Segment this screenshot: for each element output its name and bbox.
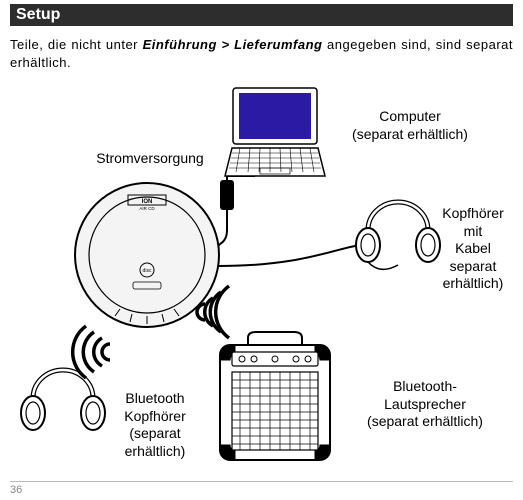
label-bh-l1: Bluetooth xyxy=(100,390,210,408)
label-computer-l2: (separat erhältlich) xyxy=(330,126,490,144)
cd-player: ION AIR CD disc xyxy=(75,183,219,327)
svg-text:ION: ION xyxy=(142,199,153,205)
power-adapter xyxy=(220,180,234,210)
footer-rule xyxy=(10,481,513,482)
label-wh-l1: Kopfhörer xyxy=(428,205,518,223)
label-power: Stromversorgung xyxy=(70,150,230,168)
label-wh-l4: separat xyxy=(428,258,518,276)
bluetooth-speaker xyxy=(220,332,330,460)
label-wh-l2: mit xyxy=(428,223,518,241)
page-number: 36 xyxy=(10,484,22,496)
label-bs-l1: Bluetooth- xyxy=(340,378,510,396)
label-wh-l3: Kabel xyxy=(428,240,518,258)
bluetooth-headphones xyxy=(21,370,105,430)
label-bt-speaker: Bluetooth- Lautsprecher (separat erhältl… xyxy=(340,378,510,431)
label-bh-l3: (separat xyxy=(100,425,210,443)
label-bs-l2: Lautsprecher xyxy=(340,396,510,414)
cables xyxy=(218,176,360,266)
label-computer: Computer (separat erhältlich) xyxy=(330,108,490,143)
label-wired-headphones: Kopfhörer mit Kabel separat erhältlich) xyxy=(428,205,518,293)
label-bt-headphones: Bluetooth Kopfhörer (separat erhältlich) xyxy=(100,390,210,460)
label-bs-l3: (separat erhältlich) xyxy=(340,413,510,431)
svg-text:disc: disc xyxy=(143,268,152,274)
laptop xyxy=(225,88,325,176)
label-power-text: Stromversorgung xyxy=(96,150,203,166)
label-wh-l5: erhältlich) xyxy=(428,275,518,293)
label-bh-l2: Kopfhörer xyxy=(100,408,210,426)
page-root: Setup Teile, die nicht unter Einführung … xyxy=(0,0,523,500)
wireless-icon-left xyxy=(73,326,110,378)
svg-text:AIR CD: AIR CD xyxy=(139,206,155,211)
label-computer-l1: Computer xyxy=(330,108,490,126)
label-bh-l4: erhältlich) xyxy=(100,443,210,461)
